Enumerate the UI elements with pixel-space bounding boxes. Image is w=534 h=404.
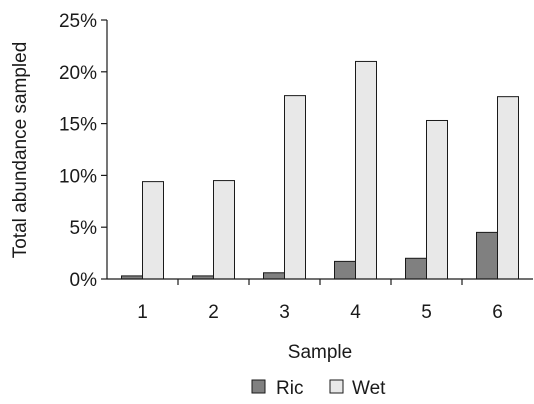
- bar-wet-sample-1: [142, 181, 164, 280]
- x-tick-label: 6: [492, 302, 503, 323]
- y-tick-label: 20%: [59, 63, 97, 84]
- legend-swatch-ric: [251, 379, 266, 394]
- bar-wet-sample-6: [497, 96, 519, 280]
- y-tick-label: 0%: [70, 270, 98, 291]
- bar-ric-sample-5: [405, 257, 427, 280]
- x-tick-label: 2: [208, 302, 219, 323]
- x-tick-label: 3: [279, 302, 290, 323]
- bar-wet-sample-3: [284, 95, 306, 280]
- bar-ric-sample-6: [476, 231, 498, 280]
- x-axis-ticks: 1 2 3 4 5 6: [137, 279, 503, 323]
- legend-label-wet: Wet: [352, 378, 386, 399]
- y-axis-label: Total abundance sampled: [10, 42, 31, 259]
- x-tick-label: 4: [350, 302, 361, 323]
- y-tick-label: 25%: [59, 11, 97, 32]
- x-tick-label: 1: [137, 302, 148, 323]
- y-tick-label: 15%: [59, 115, 97, 136]
- legend-swatch-wet: [329, 379, 344, 394]
- legend: Ric Wet: [251, 378, 386, 399]
- bar-ric-sample-4: [334, 260, 356, 280]
- y-tick-label: 10%: [59, 166, 97, 187]
- bar-wet-sample-2: [213, 180, 235, 280]
- legend-label-ric: Ric: [276, 378, 303, 399]
- y-tick-label: 5%: [70, 218, 98, 239]
- bars: [121, 60, 519, 280]
- y-axis-ticks: 0% 5% 10% 15% 20% 25%: [59, 11, 107, 291]
- bar-wet-sample-4: [355, 60, 377, 280]
- x-tick-label: 5: [421, 302, 432, 323]
- bar-wet-sample-5: [426, 119, 448, 280]
- x-axis-label: Sample: [288, 342, 352, 363]
- bar-ric-sample-3: [263, 272, 285, 280]
